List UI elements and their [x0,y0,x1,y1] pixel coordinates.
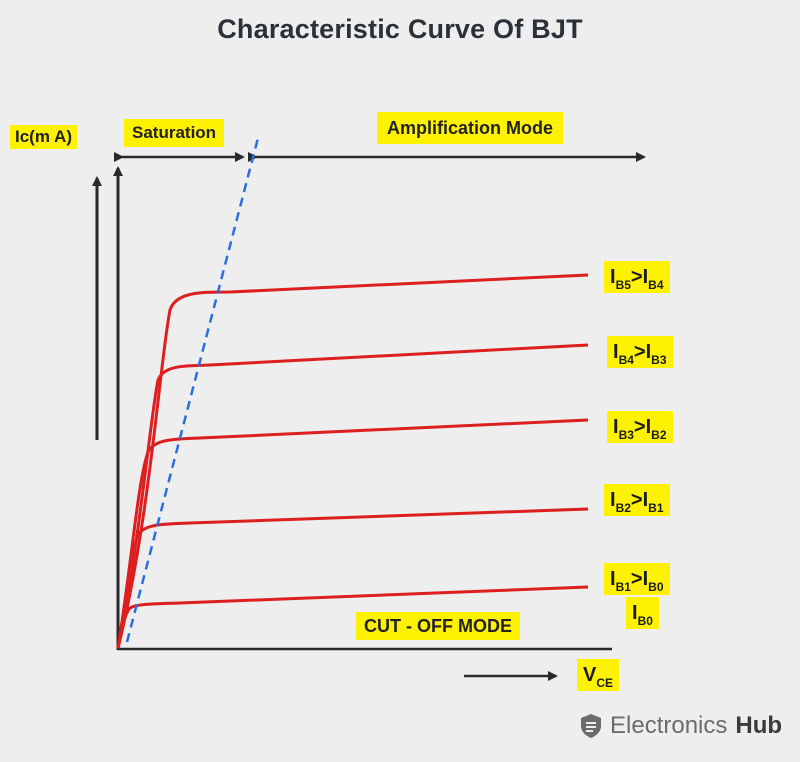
x-axis-label-main: V [583,664,597,686]
ib0-label: IB0 [626,597,659,629]
curve-label-ib5: IB5>IB4 [604,261,670,293]
saturation-boundary-line [125,137,260,643]
saturation-label: Saturation [124,119,225,147]
amplification-label: Amplification Mode [377,112,563,144]
x-axis-label: VCE [577,659,620,691]
curve-ib2 [116,507,589,649]
curve-ib5 [116,273,589,649]
x-axis-label-sub: CE [596,676,614,690]
y-axis-label: Ic(m A) [10,125,77,149]
brand-name-light: Electronics [610,712,728,739]
diagram-title: Characteristic Curve Of BJT [217,14,583,44]
brand-name-bold: Hub [735,712,783,739]
curve-label-ib4: IB4>IB3 [607,336,673,368]
brand-watermark: Electronics Hub [580,712,782,740]
cutoff-label: CUT - OFF MODE [356,612,520,640]
curve-label-ib3: IB3>IB2 [607,411,673,443]
curve-label-ib2: IB2>IB1 [604,484,670,516]
brand-logo-icon [581,714,601,738]
curve-ib1 [116,585,589,649]
curve-label-ib1: IB1>IB0 [604,563,670,595]
